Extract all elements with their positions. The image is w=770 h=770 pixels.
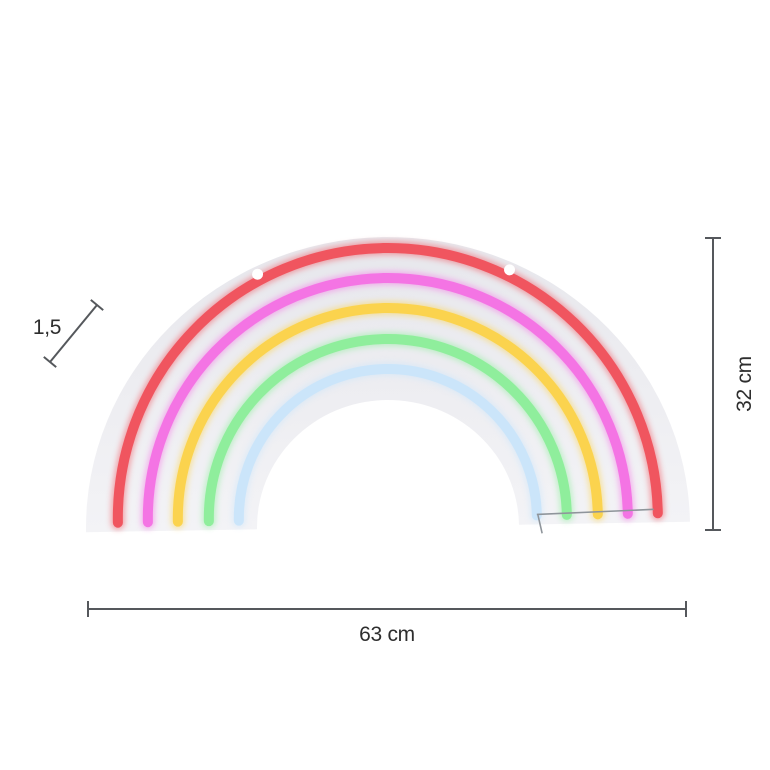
yellow-tube [172,303,603,527]
height-dimension [705,237,721,531]
red-tube [112,243,663,528]
depth-dimension-label: 1,5 [33,316,61,339]
green-tube [203,334,572,527]
mounting-hole-right [504,264,516,276]
width-dimension [87,601,687,617]
depth-dimension [43,299,104,368]
width-dimension-label: 63 cm [359,623,415,646]
mounting-hole-left [252,268,264,280]
rainbow-lamp [86,237,690,534]
depth-dimension-cap-bottom [43,356,57,368]
depth-dimension-line [49,304,98,363]
depth-dimension-cap-top [90,299,104,311]
tube-cores [112,243,663,528]
rainbow-panel [86,237,690,533]
pink-tube [142,273,633,528]
height-dimension-label: 32 cm [733,356,756,412]
power-wire [536,508,654,534]
blue-tube [233,364,542,526]
